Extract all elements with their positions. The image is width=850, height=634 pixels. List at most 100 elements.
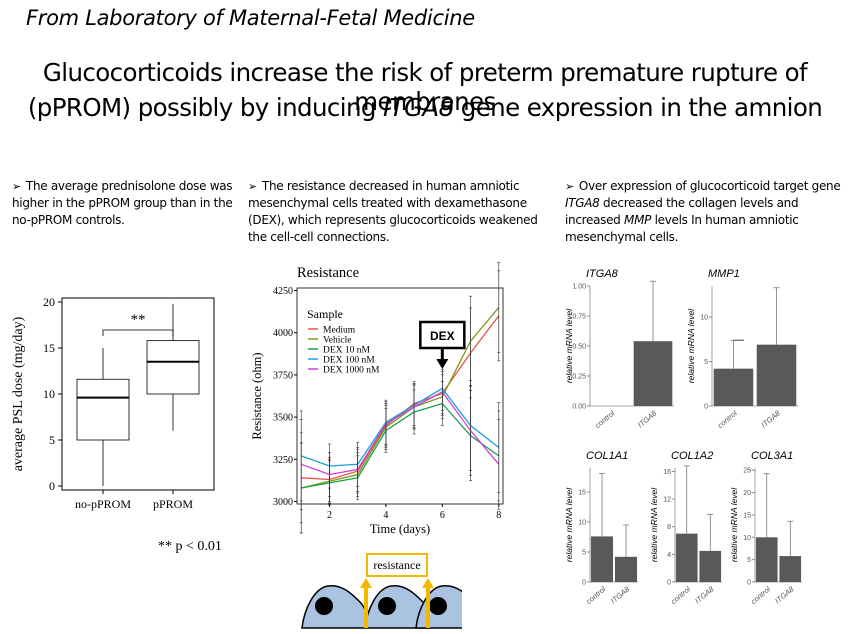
x-tick-label: control	[749, 584, 772, 606]
legend-label: DEX 100 nM	[323, 356, 375, 366]
cell-nucleus	[429, 597, 447, 615]
title-part2: gene expression in the amnion	[453, 93, 823, 122]
y-tick-label: 1.00	[572, 284, 586, 291]
box-plot: 0 5 10 15 20 average PSL dose (mg/day) no-pPRO…	[11, 295, 222, 554]
panel-title: MMP1	[708, 268, 740, 280]
y-tick-label: 0.75	[572, 314, 586, 321]
bar	[756, 344, 797, 406]
y-tick-label: 0.25	[572, 374, 586, 381]
poster-title-line1: Glucocorticoids increase the risk of pre…	[42, 58, 808, 116]
bar	[633, 341, 673, 406]
y-tick-label: 0	[49, 479, 55, 493]
x-tick-label: control	[593, 408, 616, 430]
series-line	[301, 315, 500, 481]
x-tick-label: no-pPROM	[75, 497, 131, 511]
x-tick-label: ITGA8	[759, 408, 782, 429]
dex-annotation-label: DEX	[430, 329, 455, 343]
panel-title: COL1A1	[586, 450, 628, 462]
finding-2: ➢ The resistance decreased in human amnio…	[248, 178, 548, 246]
resistance-arrow-icon	[422, 578, 434, 588]
finding-3-part1: Over expression of glucocorticoid target…	[578, 179, 841, 193]
y-tick-label: 12	[663, 497, 671, 504]
chart-title: Resistance	[297, 265, 359, 281]
y-tick-label: 5	[49, 433, 55, 447]
y-axis-label: relative mRNA level	[649, 487, 659, 562]
finding-3-gene2: MMP	[624, 213, 652, 227]
y-tick-label: 5	[582, 550, 586, 557]
y-tick-label: 25	[743, 468, 751, 475]
y-axis-label: relative mRNA level	[686, 308, 696, 383]
resistance-line-chart: Resistance 3000 3250 3500 3750 4000 4250 2 4 6 8 Ti…	[250, 262, 504, 536]
dex-arrow-icon	[436, 359, 449, 369]
cell-diagram: resistance	[301, 553, 462, 629]
legend-label: DEX 1000 nM	[323, 366, 380, 376]
y-tick-label: 10	[743, 535, 751, 542]
y-tick-label: 10	[43, 387, 55, 401]
panel-title: COL1A2	[671, 450, 713, 462]
poster-title-line2: (pPROM) possibly by inducing ITGA8 gene …	[0, 93, 850, 122]
significance-label: **	[131, 312, 146, 328]
y-tick-label: 20	[743, 490, 751, 497]
y-axis-label: relative mRNA level	[564, 308, 574, 383]
legend-label: DEX 10 nM	[323, 346, 371, 356]
series-line	[300, 390, 500, 476]
y-axis-label: Resistance (ohm)	[250, 352, 264, 439]
y-tick-label: 15	[743, 512, 751, 519]
bullet-arrow-icon: ➢	[565, 180, 574, 193]
legend-label: Vehicle	[323, 336, 352, 346]
finding-3-part2: decreased the collagen levels and increa…	[565, 196, 799, 227]
y-tick-label: 16	[663, 469, 671, 476]
panel-title: COL3A1	[751, 450, 793, 462]
resistance-label: resistance	[373, 558, 420, 572]
finding-1-text: The average prednisolone dose was higher…	[12, 179, 233, 227]
bar	[675, 533, 698, 582]
title-part1: (pPROM) possibly by inducing	[27, 93, 384, 122]
x-tick-label: control	[716, 408, 739, 430]
y-tick-label: 3500	[273, 413, 293, 424]
bar	[713, 368, 754, 406]
y-tick-label: 5	[747, 557, 751, 564]
dex-annotation-box	[419, 320, 466, 350]
cell-nucleus	[378, 597, 396, 615]
bar	[614, 556, 638, 582]
finding-1: ➢ The average prednisolone dose was highe…	[12, 178, 240, 229]
y-tick-label: 4250	[273, 286, 293, 297]
resistance-arrow-icon	[360, 578, 372, 588]
x-tick-label: 6	[440, 510, 445, 521]
y-tick-label: 5	[704, 359, 708, 366]
y-tick-label: 15	[43, 341, 55, 355]
y-axis-label: average PSL dose (mg/day)	[11, 316, 26, 471]
box	[146, 340, 200, 395]
legend-title: Sample	[307, 307, 343, 321]
p-value-note: ** p < 0.01	[158, 539, 222, 554]
x-tick-label: 8	[496, 510, 501, 521]
resistance-arrow-shaft	[364, 586, 368, 628]
y-tick-label: 8	[667, 524, 671, 531]
bullet-arrow-icon: ➢	[12, 180, 21, 193]
bar	[755, 537, 778, 582]
finding-3-gene: ITGA8	[565, 196, 600, 210]
panel-title: ITGA8	[586, 268, 619, 280]
y-tick-label: 0.50	[572, 344, 586, 351]
series-line	[301, 402, 500, 489]
x-tick-label: pPROM	[153, 497, 193, 511]
y-tick-label: 3750	[273, 370, 293, 381]
y-tick-label: 0	[747, 580, 751, 587]
bar	[779, 556, 802, 582]
resistance-arrow-shaft	[426, 586, 430, 628]
x-tick-label: ITGA8	[636, 408, 659, 429]
y-tick-label: 20	[43, 295, 55, 309]
x-tick-label: ITGA8	[693, 584, 716, 605]
cell-shape	[301, 585, 368, 629]
bar	[590, 536, 614, 582]
series-line	[300, 387, 500, 467]
y-tick-label: 0	[582, 580, 586, 587]
x-axis-label: Time (days)	[370, 522, 430, 536]
finding-2-text: The resistance decreased in human amniot…	[248, 179, 538, 244]
bar	[699, 550, 722, 582]
y-tick-label: 10	[578, 520, 586, 527]
title-gene: ITGA8	[383, 93, 454, 122]
x-tick-label: 4	[383, 510, 388, 521]
lab-name: From Laboratory of Maternal-Fetal Medici…	[26, 6, 475, 30]
finding-3-part3: levels In human amniotic mesenchymal cel…	[565, 213, 799, 244]
